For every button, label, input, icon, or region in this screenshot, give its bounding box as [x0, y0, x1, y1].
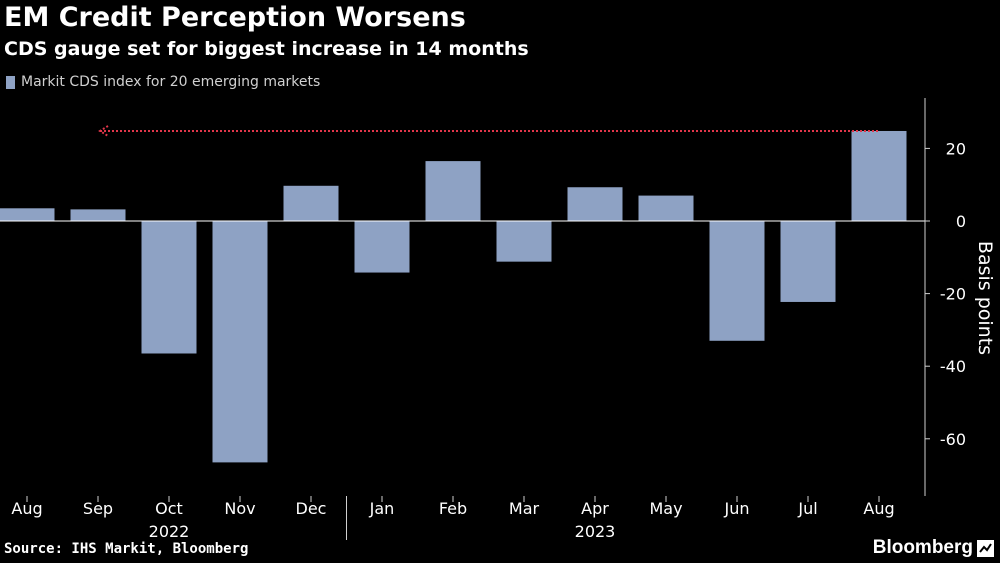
y-tick-label: -60 — [940, 430, 966, 449]
x-axis: Aug Sep Oct Nov Dec Jan Feb Mar Apr May Jun Jul Aug 2… — [11, 496, 895, 541]
bar-jun-10 — [709, 221, 765, 341]
x-tick-label: Feb — [439, 499, 467, 518]
reference-line-group — [98, 125, 879, 137]
legend: Markit CDS index for 20 emerging markets — [6, 74, 320, 90]
year-label: 2023 — [575, 522, 616, 541]
bar-jul-11 — [780, 221, 836, 302]
x-tick-label: Jan — [369, 499, 395, 518]
bar-apr-8 — [567, 187, 623, 221]
x-tick-label: Jul — [797, 499, 817, 518]
x-tick-label: Aug — [863, 499, 894, 518]
y-tick-label: -20 — [940, 285, 966, 304]
bar-feb-6 — [425, 161, 481, 221]
legend-swatch — [6, 75, 15, 89]
x-tick-label: Aug — [11, 499, 42, 518]
y-tick-label: 0 — [956, 212, 966, 231]
bar-mar-7 — [496, 221, 552, 262]
y-axis: 20 0 -20 -40 -60 Basis points — [924, 98, 996, 496]
source-note: Source: IHS Markit, Bloomberg — [4, 541, 249, 557]
bar-aug-0 — [0, 208, 55, 221]
bloomberg-logo: Bloomberg — [873, 537, 994, 559]
bar-may-9 — [638, 195, 694, 221]
bar-aug-12 — [851, 130, 907, 221]
reference-arrow — [98, 125, 109, 137]
bloomberg-mark-icon — [977, 539, 994, 557]
y-tick-label: -40 — [940, 357, 966, 376]
bar-sep-1 — [70, 209, 126, 221]
y-tick-label: 20 — [946, 139, 966, 158]
legend-label: Markit CDS index for 20 emerging markets — [21, 74, 321, 90]
x-tick-label: Mar — [509, 499, 540, 518]
chart-subtitle: CDS gauge set for biggest increase in 14… — [4, 38, 529, 60]
bar-dec-4 — [283, 185, 339, 221]
brand-name: Bloomberg — [872, 537, 973, 558]
x-tick-label: Dec — [296, 499, 327, 518]
year-label: 2022 — [149, 522, 190, 541]
x-tick-label: Oct — [155, 499, 183, 518]
chart-title: EM Credit Perception Worsens — [4, 2, 466, 33]
bar-jan-5 — [354, 221, 410, 273]
bar-oct-2 — [141, 221, 197, 354]
bars-group — [0, 130, 925, 463]
y-axis-label: Basis points — [974, 241, 996, 355]
bar-nov-3 — [212, 221, 268, 463]
x-tick-label: Sep — [83, 499, 113, 518]
x-tick-label: Apr — [581, 499, 609, 518]
x-tick-label: Jun — [724, 499, 750, 518]
x-tick-label: Nov — [224, 499, 255, 518]
x-tick-label: May — [649, 499, 682, 518]
